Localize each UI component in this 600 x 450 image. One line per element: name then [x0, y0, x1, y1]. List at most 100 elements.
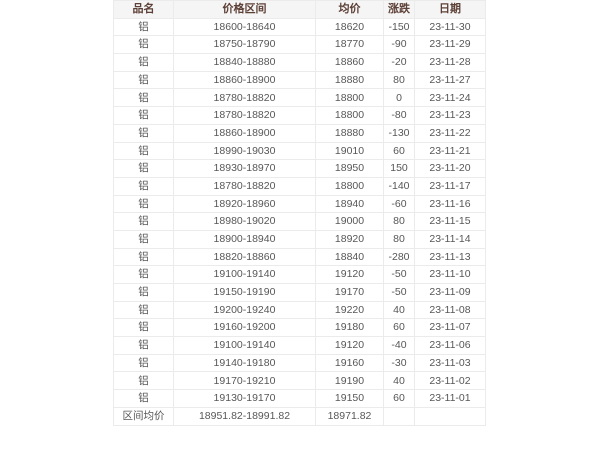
cell-product: 铝 — [113, 141, 174, 161]
cell-change: -50 — [383, 283, 415, 302]
cell-product: 铝 — [113, 123, 174, 143]
column-header-product: 品名 — [113, 0, 174, 19]
cell-product: 铝 — [113, 229, 174, 249]
table-row: 铝 18860-18900 18880 -130 23-11-22 — [113, 123, 486, 143]
cell-date: 23-11-13 — [414, 247, 486, 267]
cell-date: 23-11-01 — [414, 389, 486, 408]
cell-date: 23-11-15 — [414, 212, 486, 231]
cell-date: 23-11-16 — [414, 194, 486, 214]
cell-price-range: 18900-18940 — [173, 229, 316, 249]
table-row: 铝 18980-19020 19000 80 23-11-15 — [113, 212, 486, 231]
table-row: 铝 19100-19140 19120 -50 23-11-10 — [113, 265, 486, 284]
summary-cell-date — [414, 406, 486, 426]
summary-row: 区间均价 18951.82-18991.82 18971.82 — [113, 406, 486, 426]
cell-avg-price: 19180 — [315, 318, 384, 338]
cell-date: 23-11-23 — [414, 106, 486, 125]
cell-avg-price: 19160 — [315, 353, 384, 373]
cell-change: 60 — [383, 318, 415, 338]
cell-product: 铝 — [113, 265, 174, 284]
cell-product: 铝 — [113, 371, 174, 391]
cell-change: -150 — [383, 17, 415, 37]
cell-change: -280 — [383, 247, 415, 267]
cell-avg-price: 19000 — [315, 212, 384, 231]
cell-change: -40 — [383, 336, 415, 355]
cell-product: 铝 — [113, 35, 174, 55]
cell-product: 铝 — [113, 353, 174, 373]
cell-product: 铝 — [113, 88, 174, 108]
cell-date: 23-11-08 — [414, 300, 486, 320]
summary-cell-price-range: 18951.82-18991.82 — [173, 406, 316, 426]
cell-avg-price: 18800 — [315, 88, 384, 108]
table-row: 铝 18920-18960 18940 -60 23-11-16 — [113, 194, 486, 214]
table-row: 铝 19160-19200 19180 60 23-11-07 — [113, 318, 486, 338]
cell-change: 0 — [383, 88, 415, 108]
cell-avg-price: 18800 — [315, 176, 384, 196]
cell-product: 铝 — [113, 194, 174, 214]
cell-avg-price: 19120 — [315, 265, 384, 284]
cell-price-range: 18990-19030 — [173, 141, 316, 161]
cell-avg-price: 18800 — [315, 106, 384, 125]
table-row: 铝 18900-18940 18920 80 23-11-14 — [113, 229, 486, 249]
column-header-change: 涨跌 — [383, 0, 415, 19]
cell-price-range: 18860-18900 — [173, 123, 316, 143]
cell-product: 铝 — [113, 176, 174, 196]
table-row: 铝 19200-19240 19220 40 23-11-08 — [113, 300, 486, 320]
cell-price-range: 19100-19140 — [173, 265, 316, 284]
cell-date: 23-11-22 — [414, 123, 486, 143]
cell-change: 40 — [383, 371, 415, 391]
cell-change: -50 — [383, 265, 415, 284]
cell-date: 23-11-28 — [414, 53, 486, 72]
table-row: 铝 18780-18820 18800 -140 23-11-17 — [113, 176, 486, 196]
summary-cell-product: 区间均价 — [113, 406, 174, 426]
cell-product: 铝 — [113, 212, 174, 231]
cell-product: 铝 — [113, 106, 174, 125]
cell-price-range: 18920-18960 — [173, 194, 316, 214]
cell-product: 铝 — [113, 17, 174, 37]
table-row: 铝 18780-18820 18800 0 23-11-24 — [113, 88, 486, 108]
cell-price-range: 19150-19190 — [173, 283, 316, 302]
cell-price-range: 18930-18970 — [173, 159, 316, 178]
price-table: 品名 价格区间 均价 涨跌 日期 铝 18600-18640 18620 -150 23-11-… — [113, 0, 486, 426]
summary-cell-change — [383, 406, 415, 426]
cell-price-range: 19130-19170 — [173, 389, 316, 408]
cell-date: 23-11-29 — [414, 35, 486, 55]
cell-product: 铝 — [113, 283, 174, 302]
cell-price-range: 18820-18860 — [173, 247, 316, 267]
cell-product: 铝 — [113, 247, 174, 267]
cell-date: 23-11-14 — [414, 229, 486, 249]
cell-change: 80 — [383, 212, 415, 231]
cell-avg-price: 19010 — [315, 141, 384, 161]
column-header-date: 日期 — [414, 0, 486, 19]
cell-avg-price: 19220 — [315, 300, 384, 320]
cell-product: 铝 — [113, 70, 174, 90]
cell-product: 铝 — [113, 300, 174, 320]
cell-price-range: 19100-19140 — [173, 336, 316, 355]
cell-date: 23-11-02 — [414, 371, 486, 391]
table-row: 铝 18820-18860 18840 -280 23-11-13 — [113, 247, 486, 267]
cell-price-range: 19140-19180 — [173, 353, 316, 373]
cell-avg-price: 18770 — [315, 35, 384, 55]
cell-price-range: 18750-18790 — [173, 35, 316, 55]
table-row: 铝 18990-19030 19010 60 23-11-21 — [113, 141, 486, 161]
cell-change: -60 — [383, 194, 415, 214]
cell-change: -140 — [383, 176, 415, 196]
table-row: 铝 19100-19140 19120 -40 23-11-06 — [113, 336, 486, 355]
table-header-row: 品名 价格区间 均价 涨跌 日期 — [113, 0, 486, 19]
cell-price-range: 19170-19210 — [173, 371, 316, 391]
cell-avg-price: 18880 — [315, 70, 384, 90]
cell-price-range: 18840-18880 — [173, 53, 316, 72]
cell-avg-price: 18620 — [315, 17, 384, 37]
table-row: 铝 19150-19190 19170 -50 23-11-09 — [113, 283, 486, 302]
cell-price-range: 18780-18820 — [173, 176, 316, 196]
table-body: 铝 18600-18640 18620 -150 23-11-30 铝 18750-1879… — [113, 17, 486, 426]
cell-avg-price: 18940 — [315, 194, 384, 214]
cell-avg-price: 18950 — [315, 159, 384, 178]
cell-date: 23-11-03 — [414, 353, 486, 373]
cell-avg-price: 19170 — [315, 283, 384, 302]
cell-price-range: 18980-19020 — [173, 212, 316, 231]
cell-date: 23-11-07 — [414, 318, 486, 338]
cell-date: 23-11-09 — [414, 283, 486, 302]
table-row: 铝 18930-18970 18950 150 23-11-20 — [113, 159, 486, 178]
table-row: 铝 18600-18640 18620 -150 23-11-30 — [113, 17, 486, 37]
